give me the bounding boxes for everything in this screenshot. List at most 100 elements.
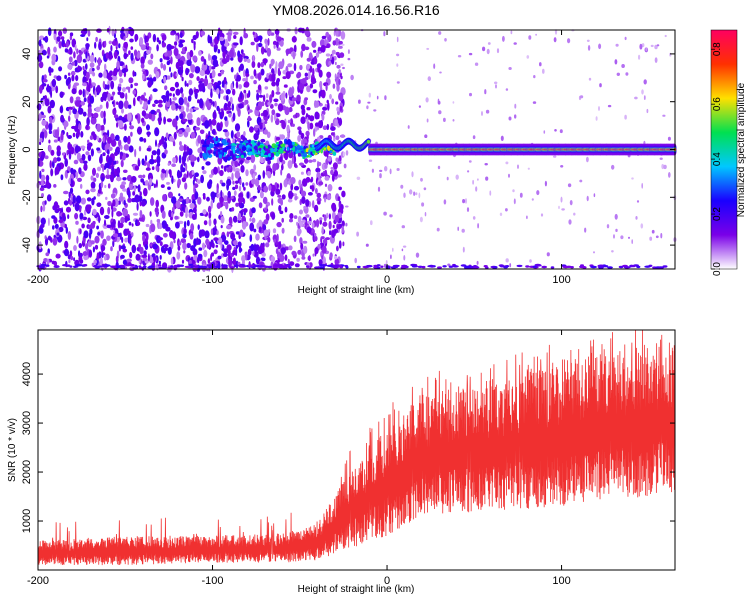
heatmap-cell <box>87 30 91 37</box>
heatmap-cell <box>122 188 128 192</box>
heatmap-cell <box>46 85 52 93</box>
heatmap-cell <box>105 174 111 179</box>
heatmap-cell <box>102 238 107 246</box>
heatmap-cell <box>190 245 196 252</box>
heatmap-cell <box>303 205 308 210</box>
heatmap-cell <box>169 135 174 142</box>
heatmap-cell <box>625 72 629 76</box>
heatmap-cell <box>107 200 112 207</box>
heatmap-cell <box>42 153 45 160</box>
heatmap-cell <box>385 260 388 265</box>
heatmap-cell <box>230 57 234 61</box>
heatmap-cell <box>183 250 186 254</box>
heatmap-cell <box>579 179 583 183</box>
heatmap-cell <box>150 243 153 247</box>
heatmap-cell <box>95 106 101 113</box>
heatmap-cell <box>134 148 137 158</box>
heatmap-cell <box>252 195 257 199</box>
heatmap-cell <box>249 149 253 152</box>
heatmap-cell <box>215 154 220 158</box>
heatmap-cell <box>63 200 69 206</box>
heatmap-cell <box>233 264 238 268</box>
heatmap-cell <box>277 266 284 269</box>
heatmap-cell <box>401 225 405 229</box>
heatmap-cell <box>182 233 187 239</box>
heatmap-cell <box>41 119 47 126</box>
heatmap-cell <box>295 150 300 154</box>
heatmap-cell <box>306 107 311 111</box>
heatmap-cell <box>163 244 169 248</box>
heatmap-cell <box>178 105 182 110</box>
heatmap-cell <box>100 230 104 239</box>
heatmap-cell <box>69 199 73 206</box>
heatmap-cell <box>376 95 379 100</box>
heatmap-cell <box>318 50 322 54</box>
heatmap-cell <box>276 233 279 243</box>
heatmap-cell <box>586 156 589 163</box>
heatmap-cell <box>380 265 384 268</box>
heatmap-cell <box>242 260 245 265</box>
heatmap-cell <box>179 145 185 152</box>
heatmap-cell <box>43 129 48 139</box>
heatmap-cell <box>336 225 342 230</box>
heatmap-cell <box>254 145 258 151</box>
heatmap-cell <box>257 189 260 194</box>
heatmap-cell <box>579 265 586 269</box>
heatmap-cell <box>232 215 238 223</box>
heatmap-cell <box>82 216 88 221</box>
heatmap-cell <box>322 106 328 111</box>
heatmap-cell <box>97 166 101 172</box>
heatmap-cell <box>236 147 239 152</box>
heatmap-cell <box>287 140 292 146</box>
heatmap-cell <box>170 265 174 268</box>
heatmap-cell <box>334 258 340 266</box>
heatmap-cell <box>155 211 159 217</box>
heatmap-cell <box>53 139 58 143</box>
heatmap-cell <box>131 223 134 227</box>
heatmap-cell <box>136 126 143 135</box>
heatmap-cell <box>108 146 113 151</box>
heatmap-cell <box>183 228 187 235</box>
heatmap-cell <box>65 78 69 86</box>
heatmap-cell <box>94 57 97 63</box>
heatmap-cell <box>229 266 235 269</box>
heatmap-cell <box>87 106 92 116</box>
heatmap-cell <box>78 252 83 258</box>
heatmap-cell <box>324 169 328 178</box>
heatmap-cell <box>178 193 181 197</box>
heatmap-cell <box>120 245 126 250</box>
heatmap-cell <box>288 144 293 149</box>
heatmap-cell <box>60 221 65 228</box>
heatmap-cell <box>192 179 195 186</box>
heatmap-cell <box>157 99 163 104</box>
heatmap-cell <box>258 145 264 148</box>
heatmap-cell <box>114 134 120 141</box>
heatmap-cell <box>340 63 344 66</box>
heatmap-cell <box>296 112 300 118</box>
heatmap-cell <box>182 156 186 165</box>
heatmap-cell <box>261 252 266 257</box>
heatmap-cell <box>345 266 349 269</box>
heatmap-cell <box>53 33 57 41</box>
heatmap-cell <box>134 165 140 171</box>
heatmap-cell <box>69 250 73 257</box>
heatmap-cell <box>304 46 310 51</box>
heatmap-cell <box>338 186 343 191</box>
heatmap-cell <box>244 251 248 261</box>
heatmap-cell <box>540 213 544 217</box>
heatmap-cell <box>60 174 64 181</box>
heatmap-cell <box>411 265 417 268</box>
heatmap-cell <box>161 34 167 41</box>
heatmap-cell <box>139 246 144 255</box>
heatmap-cell <box>67 142 72 151</box>
heatmap-cell <box>83 160 88 164</box>
heatmap-cell <box>203 77 209 87</box>
heatmap-cell <box>313 49 317 53</box>
heatmap-cell <box>207 181 212 189</box>
heatmap-cell <box>271 212 276 220</box>
heatmap-cell <box>335 157 339 162</box>
heatmap-cell <box>73 257 76 262</box>
heatmap-cell <box>198 50 202 56</box>
heatmap-cell <box>186 219 190 227</box>
heatmap-cell <box>171 175 174 184</box>
